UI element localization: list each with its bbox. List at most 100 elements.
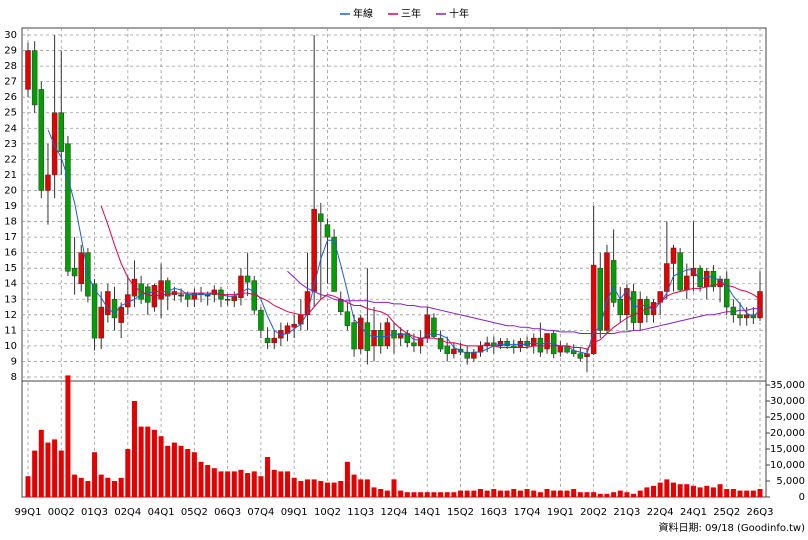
candle-body [604, 252, 610, 331]
volume-bar [617, 490, 623, 497]
y-tick-label: 12 [4, 310, 17, 321]
y-tick-label: 20 [4, 185, 17, 196]
volume-bar [165, 445, 171, 497]
volume-bar [684, 484, 690, 497]
candle-body [131, 278, 138, 297]
volume-tick-label: 20,000 [770, 428, 805, 439]
volume-bar [78, 477, 84, 497]
volume-tick-label: 35,000 [770, 380, 805, 391]
y-tick-label: 9 [11, 356, 17, 367]
volume-bar [351, 474, 357, 497]
volume-bar [571, 489, 577, 497]
volume-bar [185, 449, 191, 497]
volume-bar [38, 429, 44, 497]
volume-bar [118, 477, 124, 497]
volume-bar [677, 484, 683, 497]
x-tick-label: 20Q2 [580, 507, 607, 518]
candle-body [344, 311, 351, 326]
volume-bar [584, 492, 590, 497]
candle-body [437, 337, 444, 350]
x-tick-label: 19Q1 [547, 507, 574, 518]
candle-body [118, 306, 124, 323]
candle-body [431, 317, 437, 337]
volume-bar [637, 490, 643, 497]
volume-bar [151, 429, 157, 497]
x-tick-label: 07Q4 [247, 507, 274, 518]
volume-bar [112, 481, 118, 497]
volume-bar [497, 490, 503, 497]
volume-bar [577, 492, 583, 497]
candle-body [697, 267, 703, 288]
y-tick-label: 18 [4, 217, 17, 228]
y-tick-label: 8 [11, 372, 17, 383]
volume-bar [717, 484, 723, 497]
x-tick-label: 10Q2 [314, 507, 341, 518]
volume-bar [591, 492, 597, 497]
y-tick-label: 11 [4, 325, 17, 336]
candle-body [471, 351, 477, 359]
y-tick-label: 19 [4, 201, 17, 212]
y-tick-label: 24 [4, 123, 17, 134]
x-tick-label: 05Q2 [181, 507, 208, 518]
volume-bar [331, 482, 337, 497]
volume-bar [657, 482, 663, 497]
y-tick-label: 26 [4, 92, 17, 103]
candle-body [544, 333, 550, 350]
candle-body [690, 267, 697, 277]
y-tick-label: 16 [4, 248, 17, 259]
volume-bar [278, 471, 284, 497]
volume-bar [564, 490, 570, 497]
x-tick-label: 11Q3 [347, 507, 374, 518]
y-tick-label: 21 [4, 170, 17, 181]
volume-bar [524, 489, 530, 497]
x-tick-label: 06Q3 [214, 507, 241, 518]
volume-bar [664, 479, 670, 497]
candle-body [71, 267, 78, 277]
x-tick-label: 17Q4 [514, 507, 541, 518]
volume-bar [191, 452, 197, 497]
candle-body [411, 342, 417, 347]
candle-body [45, 174, 51, 191]
y-tick-label: 14 [4, 279, 17, 290]
candle-body [590, 264, 597, 354]
volume-bar [431, 492, 437, 497]
volume-bar [737, 490, 743, 497]
candle-body [537, 337, 544, 353]
candle-body [610, 260, 617, 303]
volume-bar [491, 489, 497, 497]
volume-bar [105, 477, 111, 497]
volume-bar [245, 473, 251, 497]
volume-bar [438, 492, 444, 497]
volume-bar [324, 482, 330, 497]
candle-body [497, 340, 504, 347]
candle-body [357, 317, 364, 350]
volume-bar [418, 492, 424, 497]
y-tick-label: 27 [4, 77, 17, 88]
volume-bar [604, 493, 610, 497]
volume-bar [131, 401, 137, 497]
candle-body [164, 280, 171, 297]
candle-body [384, 322, 391, 347]
volume-bar [291, 477, 297, 497]
volume-bar [338, 481, 344, 497]
volume-bar [285, 471, 291, 497]
x-tick-label: 14Q1 [414, 507, 441, 518]
volume-bar [744, 490, 750, 497]
volume-bar [478, 489, 484, 497]
volume-bar [358, 479, 364, 497]
volume-tick-label: 25,000 [770, 412, 805, 423]
candle-body [224, 299, 231, 301]
x-tick-label: 01Q3 [81, 507, 108, 518]
candle-body [231, 295, 238, 302]
candle-body [684, 275, 690, 291]
volume-bar [198, 461, 204, 497]
volume-bar [265, 457, 271, 497]
candle-body [331, 236, 337, 292]
candle-body [364, 322, 371, 351]
candle-body [504, 340, 510, 347]
volume-bar [205, 465, 211, 497]
x-tick-label: 26Q3 [747, 507, 774, 518]
volume-bar [724, 489, 730, 497]
ma-line [47, 129, 761, 355]
volume-bar [318, 481, 324, 497]
